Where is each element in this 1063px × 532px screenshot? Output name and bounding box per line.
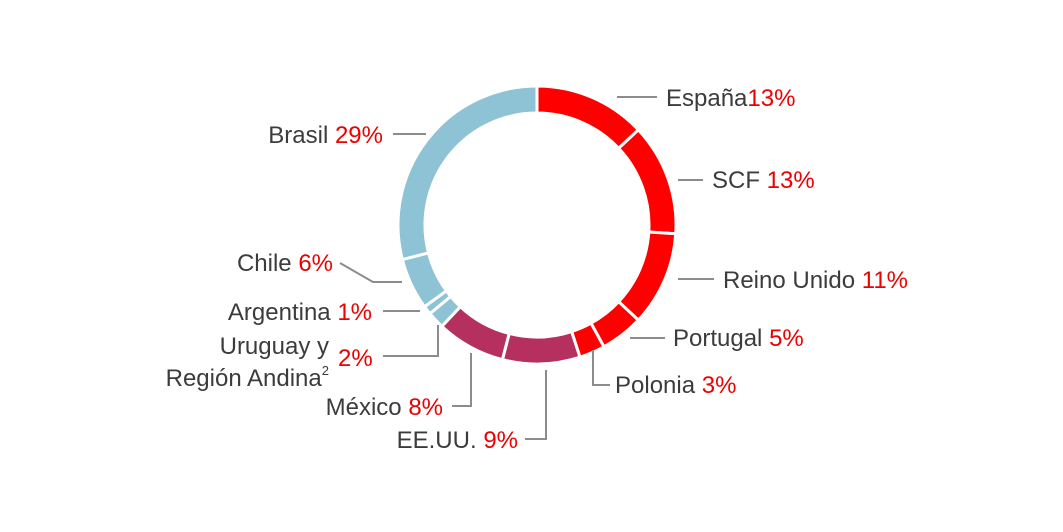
donut-segment-espana (535, 84, 641, 151)
label-chile-pct: 6% (298, 250, 333, 277)
label-mexico-name: México (326, 394, 409, 421)
donut-segment-scf (616, 127, 678, 236)
label-uruguay-line2-text: Región Andina (166, 365, 323, 392)
leader-lines (339, 96, 714, 440)
label-brasil: Brasil 29% (268, 122, 383, 149)
label-mexico: México 8% (326, 394, 443, 421)
label-espana-name: España (666, 85, 748, 112)
label-uruguay-line1: Uruguay y (220, 333, 329, 360)
label-uruguay-pct: 2% (338, 345, 373, 372)
label-argentina: Argentina 1% (228, 299, 372, 326)
label-eeuu: EE.UU. 9% (397, 427, 518, 454)
label-portugal-pct: 5% (769, 325, 804, 352)
label-eeuu-name: EE.UU. (397, 427, 484, 454)
label-eeuu-pct: 9% (483, 427, 518, 454)
leader-line-mexico (452, 353, 472, 407)
leader-line-uruguay (383, 325, 439, 357)
label-chile: Chile 6% (237, 250, 333, 277)
label-argentina-name: Argentina (228, 299, 337, 326)
label-espana-pct: 13% (747, 85, 795, 112)
label-uruguay-footnote: 2 (322, 363, 329, 378)
label-uruguay-line2: Región Andina2 (166, 363, 329, 392)
label-mexico-pct: 8% (408, 394, 443, 421)
donut-segments (396, 84, 678, 366)
label-scf-name: SCF (712, 167, 767, 194)
label-scf: SCF 13% (712, 167, 815, 194)
label-reino-unido-pct: 11% (862, 267, 908, 294)
label-chile-name: Chile (237, 250, 298, 277)
label-polonia-name: Polonia (615, 372, 702, 399)
label-reino-unido: Reino Unido 11% (723, 267, 908, 294)
label-brasil-name: Brasil (268, 122, 335, 149)
label-argentina-pct: 1% (337, 299, 372, 326)
donut-segment-reino-unido (616, 230, 678, 323)
label-portugal-name: Portugal (673, 325, 769, 352)
label-reino-unido-name: Reino Unido (723, 267, 862, 294)
label-espana: España13% (666, 85, 795, 112)
leader-line-polonia (592, 350, 610, 386)
label-brasil-pct: 29% (335, 122, 383, 149)
donut-segment-ee-uu (500, 329, 582, 366)
label-polonia: Polonia 3% (615, 372, 736, 399)
label-portugal: Portugal 5% (673, 325, 804, 352)
label-polonia-pct: 3% (702, 372, 737, 399)
leader-line-chile (339, 262, 402, 283)
leader-line-eeuu (525, 370, 547, 440)
donut-segment-brasil (396, 84, 539, 262)
label-scf-pct: 13% (767, 167, 815, 194)
